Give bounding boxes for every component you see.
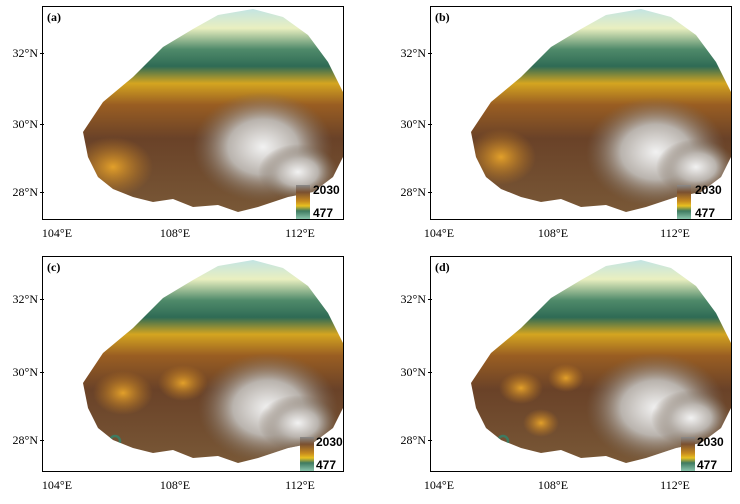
lon-tick-112: 112°E	[285, 478, 315, 492]
lon-tick-108: 108°E	[159, 226, 191, 240]
lon-tick-104: 104°E	[423, 226, 455, 240]
elevation-legend	[300, 437, 314, 471]
lat-tick-32: 32°N	[0, 292, 44, 307]
terrain-map	[83, 260, 343, 463]
lon-tick-108: 108°E	[159, 478, 191, 492]
panel-label: (c)	[47, 260, 61, 274]
lat-tick-32: 32°N	[0, 46, 44, 61]
lat-tick-32: 32°N	[388, 292, 432, 307]
map-frame: (c) 2030 477	[42, 256, 344, 472]
lat-tick-32: 32°N	[388, 46, 432, 61]
map-frame: (a) 2030 477	[42, 6, 344, 220]
lat-tick-30: 30°N	[388, 365, 432, 380]
elevation-legend	[681, 437, 695, 471]
legend-max: 2030	[316, 435, 343, 449]
terrain-map	[471, 9, 731, 212]
map-frame: (b) 2030 477	[430, 6, 732, 220]
lon-tick-112: 112°E	[660, 478, 690, 492]
lon-tick-108: 108°E	[537, 226, 569, 240]
lon-tick-104: 104°E	[41, 478, 73, 492]
lat-tick-28: 28°N	[0, 185, 44, 200]
lon-tick-104: 104°E	[423, 478, 455, 492]
lat-tick-30: 30°N	[0, 365, 44, 380]
terrain-map	[83, 9, 343, 212]
elevation-legend	[677, 185, 691, 219]
legend-min: 477	[695, 206, 716, 220]
lat-tick-28: 28°N	[0, 433, 44, 448]
legend-max: 2030	[313, 183, 340, 197]
legend-max: 2030	[695, 183, 722, 197]
lon-tick-112: 112°E	[660, 226, 690, 240]
lat-tick-28: 28°N	[388, 185, 432, 200]
panel-d: (d) 2030 477 32°N 30°N 28°N 104°E 108°E …	[388, 252, 740, 504]
lat-tick-30: 30°N	[388, 117, 432, 132]
legend-min: 477	[313, 206, 334, 220]
panel-a: (a) 2030 477 32°N 30°N 28°N 104°E 108°E …	[0, 0, 360, 250]
panel-c: (c) 2030 477 32°N 30°N 28°N 104°E 108°E …	[0, 252, 360, 504]
lat-tick-30: 30°N	[0, 117, 44, 132]
terrain-map	[471, 260, 731, 463]
lon-tick-104: 104°E	[41, 226, 73, 240]
legend-min: 477	[697, 458, 718, 472]
panel-label: (d)	[435, 260, 450, 274]
panel-b: (b) 2030 477 32°N 30°N 28°N 104°E 108°E …	[388, 0, 740, 250]
lon-tick-108: 108°E	[537, 478, 569, 492]
lat-tick-28: 28°N	[388, 433, 432, 448]
map-frame: (d) 2030 477	[430, 256, 732, 472]
lon-tick-112: 112°E	[285, 226, 315, 240]
panel-label: (a)	[47, 10, 61, 24]
panel-label: (b)	[435, 10, 450, 24]
legend-min: 477	[316, 458, 337, 472]
legend-max: 2030	[697, 435, 724, 449]
elevation-legend	[296, 185, 310, 219]
